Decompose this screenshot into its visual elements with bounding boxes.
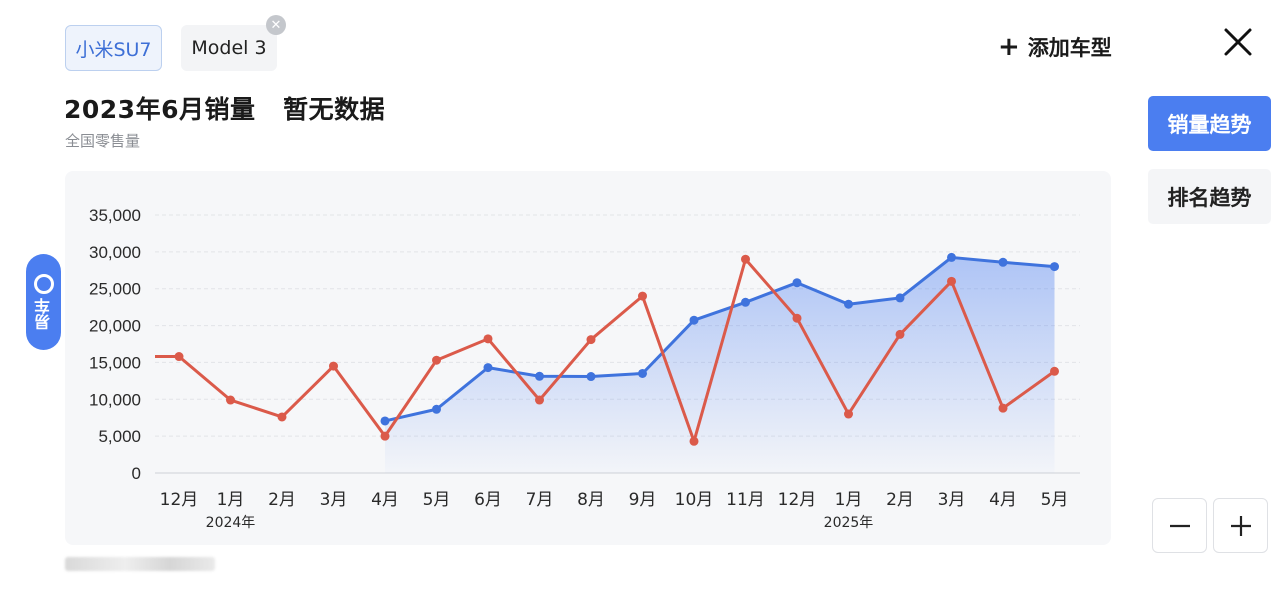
y-tick-label: 35,000 [89,206,141,225]
data-point [380,431,390,441]
y-tick-label: 10,000 [89,390,141,409]
x-tick-label: 8月 [577,490,605,510]
minus-icon [1169,524,1190,527]
data-point [432,355,441,365]
data-point [1050,262,1059,272]
x-tick-label: 12月 [778,490,817,510]
title-note: 暂无数据 [283,95,386,124]
x-tick-label: 11月 [726,490,765,510]
x-tick-label: 1月 [835,490,863,510]
tab-model-3[interactable]: Model 3 [181,25,277,71]
plus-icon [1230,515,1251,536]
data-point [895,293,905,303]
blurred-footer-note [65,557,215,571]
data-point [947,276,956,286]
x-tick-label: 5月 [423,490,451,510]
series-area [385,257,1055,473]
data-point [792,313,802,323]
data-point [689,315,699,325]
data-point [483,363,493,373]
data-point [586,372,596,382]
close-icon[interactable] [1222,26,1254,58]
x-tick-label: 10月 [675,490,714,510]
data-point [535,371,544,381]
x-tick-label: 7月 [526,490,554,510]
data-point [277,412,287,422]
x-tick-label: 4月 [371,490,399,510]
data-point [689,436,699,446]
data-point [174,352,184,362]
data-point [535,395,544,405]
y-tick-label: 5,000 [98,427,141,446]
data-point [741,254,750,264]
tab-label: 小米SU7 [75,38,152,61]
year-label: 2024年 [206,515,256,531]
tab-label: Model 3 [191,37,267,59]
data-point [483,334,493,344]
add-model-label: 添加车型 [1027,36,1112,60]
data-point [741,297,750,307]
data-point [844,299,853,309]
data-point [998,403,1008,413]
y-tick-label: 30,000 [89,243,141,262]
page-title: 2023年6月销量 暂无数据 [64,90,385,126]
x-tick-label: 3月 [938,490,966,510]
chart-card: 0 5,000 10,000 15,000 20,000 25,000 30,000 35,0… [65,171,1111,545]
data-point [895,329,905,339]
data-point [329,361,338,371]
sales-line-chart: 0 5,000 10,000 15,000 20,000 25,000 30,000 35,0… [89,206,1080,531]
y-tick-label: 0 [132,464,141,483]
data-point [432,404,441,414]
data-point [380,416,390,426]
x-tick-label: 9月 [629,490,657,510]
data-point [1050,366,1059,376]
data-point [586,335,596,345]
zoom-out-button[interactable] [1152,498,1207,553]
x-tick-label: 5月 [1041,490,1069,510]
x-tick-label: 2月 [886,490,914,510]
title-period: 2023年6月销量 [64,95,256,124]
year-label: 2025年 [824,515,874,531]
data-point [792,278,802,288]
data-point [844,409,853,419]
close-circle-icon[interactable]: ✕ [266,15,286,35]
y-tick-label: 25,000 [89,280,141,299]
x-tick-label: 2月 [268,490,296,510]
zoom-in-button[interactable] [1213,498,1268,553]
data-point [638,368,647,378]
x-tick-label: 4月 [989,490,1017,510]
yiche-logo-icon [33,274,54,294]
tab-xiaomi-su7[interactable]: 小米SU7 [65,25,162,71]
x-tick-label: 3月 [320,490,348,510]
yiche-watermark: 易车 [26,254,61,350]
watermark-text: 易车 [33,298,53,330]
y-tick-label: 15,000 [89,353,141,372]
rank-trend-button[interactable]: 排名趋势 [1148,169,1271,224]
sales-trend-button[interactable]: 销量趋势 [1148,96,1271,151]
x-tick-label: 6月 [474,490,502,510]
data-point [947,252,956,262]
y-tick-label: 20,000 [89,317,141,336]
x-tick-label: 1月 [217,490,245,510]
plus-icon: + [998,32,1020,62]
add-model-button[interactable]: + 添加车型 [998,30,1112,64]
series-line [384,255,1055,423]
x-tick-label: 12月 [160,490,199,510]
data-point [226,395,235,405]
data-point [998,257,1008,267]
data-point [638,291,647,301]
page-subtitle: 全国零售量 [65,132,141,150]
